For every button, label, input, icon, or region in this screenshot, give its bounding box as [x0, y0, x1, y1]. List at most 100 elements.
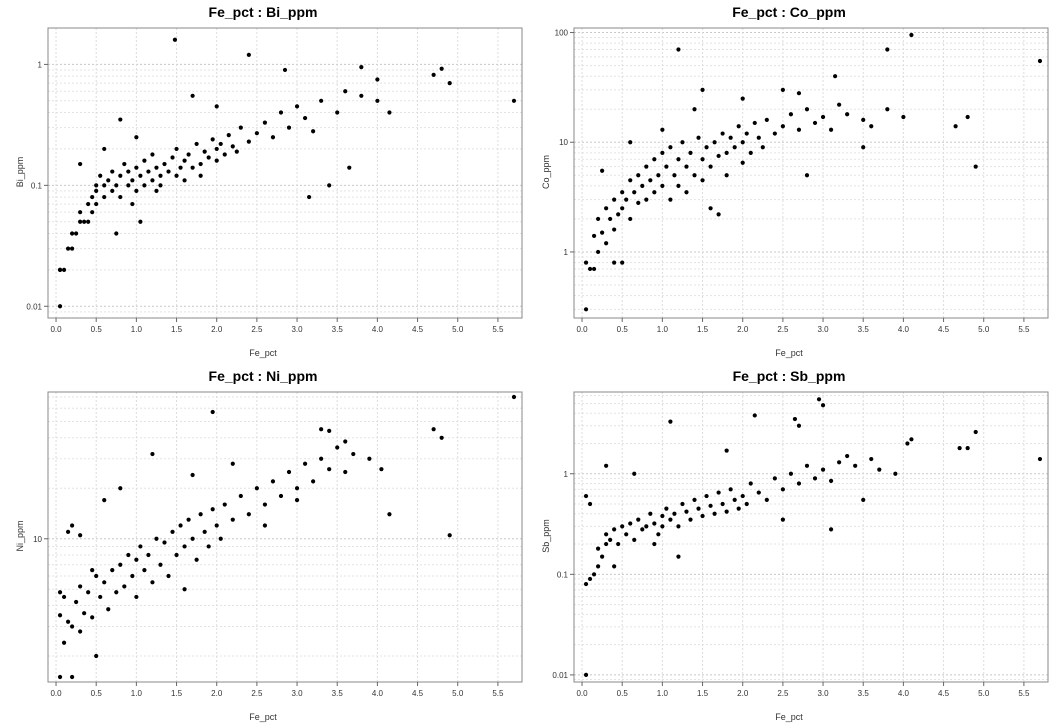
data-point: [387, 512, 392, 517]
data-point: [94, 653, 99, 659]
data-point: [869, 124, 874, 129]
data-point: [351, 451, 356, 457]
y-tick-label: 0.1: [31, 181, 43, 190]
data-point: [327, 428, 332, 433]
data-point: [837, 460, 842, 465]
x-tick-label: 0.0: [50, 689, 62, 698]
data-point: [732, 497, 737, 502]
data-point: [57, 590, 63, 595]
data-point: [190, 93, 195, 98]
x-tick-label: 3.0: [817, 689, 829, 698]
data-point: [612, 564, 617, 569]
data-point: [210, 409, 215, 415]
y-tick-label: 100: [555, 29, 569, 38]
x-tick-label: 4.0: [372, 689, 384, 698]
data-point: [122, 584, 127, 589]
data-point: [692, 107, 697, 112]
data-point: [162, 161, 167, 167]
data-point: [632, 537, 637, 542]
data-point: [636, 200, 641, 205]
data-point: [640, 527, 645, 532]
data-point: [716, 153, 721, 159]
data-point: [94, 201, 99, 207]
x-tick-label: 5.5: [1018, 689, 1030, 698]
data-point: [796, 423, 802, 428]
data-point: [78, 210, 83, 215]
data-point: [375, 77, 380, 82]
data-point: [792, 416, 798, 422]
y-tick-label: 0.01: [26, 302, 42, 311]
data-point: [656, 532, 661, 537]
data-point: [744, 131, 749, 136]
data-point: [134, 165, 139, 170]
data-point: [230, 517, 235, 522]
data-point: [431, 72, 436, 77]
data-point: [70, 523, 75, 528]
data-point: [780, 124, 785, 129]
data-point: [628, 140, 633, 145]
data-point: [704, 145, 709, 150]
x-tick-label: 0.0: [50, 325, 62, 334]
data-point: [583, 260, 589, 265]
data-point: [230, 144, 235, 149]
data-point: [222, 502, 227, 507]
data-point: [804, 173, 810, 178]
x-tick-label: 4.5: [938, 689, 950, 698]
data-point: [764, 497, 769, 502]
x-tick-label: 1.0: [131, 325, 143, 334]
data-point: [319, 456, 324, 461]
data-point: [861, 117, 866, 122]
data-point: [82, 219, 87, 224]
data-point: [688, 517, 693, 522]
data-point: [130, 573, 135, 579]
data-point: [620, 190, 625, 195]
data-point: [736, 124, 741, 129]
x-tick-label: 1.5: [697, 689, 709, 698]
data-point: [182, 158, 187, 163]
data-point: [965, 445, 970, 451]
data-point: [644, 164, 649, 169]
data-point: [660, 524, 665, 529]
data-point: [596, 216, 601, 222]
data-point: [61, 640, 67, 645]
data-point: [65, 246, 71, 251]
x-tick-label: 1.0: [657, 689, 669, 698]
data-point: [656, 173, 661, 178]
data-point: [684, 190, 689, 195]
data-point: [74, 231, 79, 236]
data-point: [604, 241, 609, 246]
y-tick-label: 0.1: [557, 570, 569, 579]
data-point: [226, 133, 231, 138]
data-point: [780, 517, 785, 522]
x-tick-label: 4.0: [898, 689, 910, 698]
data-point: [820, 467, 826, 472]
data-point: [146, 169, 151, 174]
data-point: [78, 584, 83, 589]
data-point: [182, 544, 187, 549]
data-point: [158, 562, 163, 567]
data-point: [636, 517, 641, 522]
data-point: [134, 188, 139, 193]
data-point: [447, 533, 452, 538]
data-point: [138, 544, 143, 549]
data-point: [210, 137, 215, 142]
data-point: [828, 478, 834, 483]
data-point: [720, 501, 725, 507]
data-point: [214, 146, 219, 152]
x-tick-label: 0.5: [91, 325, 103, 334]
data-point: [102, 580, 107, 585]
data-point: [86, 590, 91, 595]
data-point: [837, 102, 842, 107]
data-point: [90, 568, 95, 573]
data-point: [343, 89, 348, 94]
data-point: [302, 461, 308, 466]
data-point: [78, 219, 83, 224]
data-point: [439, 66, 444, 71]
plot-frame: [573, 27, 1049, 319]
data-point: [816, 397, 822, 402]
data-point: [812, 476, 818, 481]
x-tick-label: 5.5: [1018, 325, 1030, 334]
data-point: [973, 429, 978, 435]
data-point: [210, 507, 215, 512]
data-point: [294, 486, 300, 491]
